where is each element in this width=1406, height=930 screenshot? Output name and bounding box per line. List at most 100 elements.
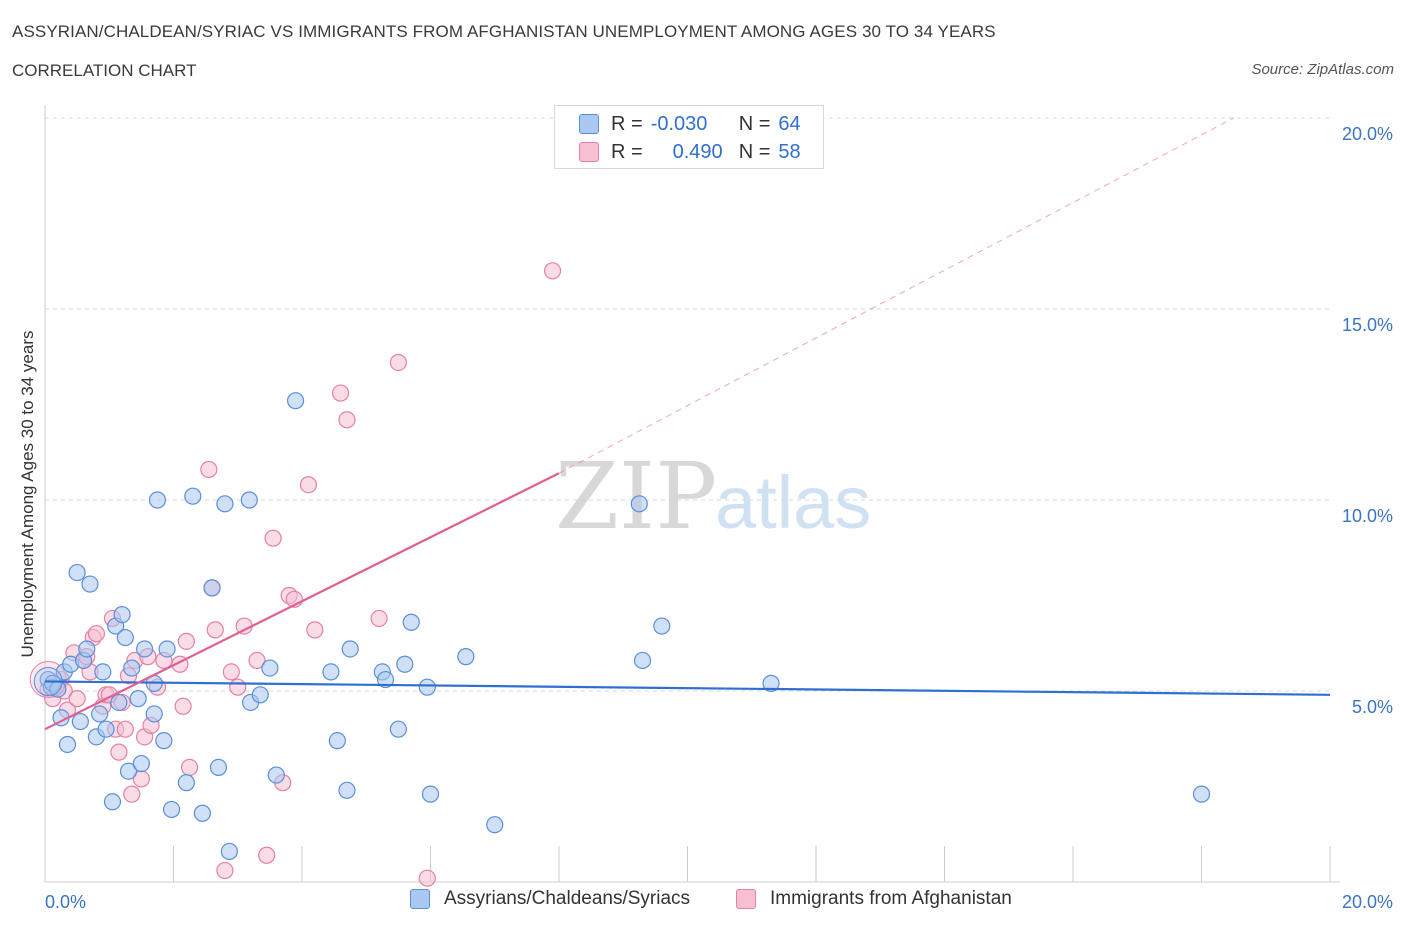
blue-point [71,712,89,731]
blue-point [653,617,671,635]
pink-point [338,411,356,429]
stats-row-pink: R = 0.490 N = 58 [579,140,801,164]
legend-item-afghanistan[interactable]: Immigrants from Afghanistan [736,888,1012,910]
blue-point [240,491,258,509]
n-label: N = [738,112,771,135]
blue-point [251,686,269,704]
blue-point [129,690,147,708]
n-value: 58 [778,140,801,163]
r-value: -0.030 [650,112,708,135]
blue-point [132,754,150,773]
r-label: R = [611,140,643,163]
chart-title: ASSYRIAN/CHALDEAN/SYRIAC VS IMMIGRANTS F… [12,22,996,41]
pink-point [123,785,141,803]
r-value: 0.490 [672,140,723,163]
pink-point [177,632,195,650]
legend-label: Immigrants from Afghanistan [770,888,1012,909]
pink-swatch-icon [579,142,599,162]
chart-subtitle: CORRELATION CHART [12,61,197,80]
legend-label: Assyrians/Chaldeans/Syriacs [444,888,691,909]
blue-point [148,491,167,509]
tick-labels: 5.0% 10.0% 15.0% 20.0% 0.0% 20.0% [45,124,1393,912]
pink-point [229,678,247,696]
pink-point [543,262,562,280]
blue-point [389,720,407,738]
blue-point [286,392,305,410]
x-tick-label: 20.0% [1342,892,1393,912]
watermark: ZIP atlas [555,443,871,550]
blue-point [633,651,652,670]
n-value: 64 [778,112,801,135]
blue-swatch-icon [410,889,430,909]
blue-point [341,640,359,658]
blue-points [33,392,1211,861]
pink-point [258,846,276,864]
gridlines [45,117,1330,692]
pink-point [370,609,388,628]
trendlines [44,117,1331,731]
pink-points [29,262,562,887]
blue-point [418,678,436,696]
blue-point [58,735,77,754]
pink-point [248,651,266,670]
y-tick-label: 15.0% [1342,315,1393,335]
blue-point [116,628,134,647]
blue-point [396,655,414,673]
blue-point [762,674,780,692]
pink-point [331,384,350,402]
blue-point [177,774,195,792]
blue-point [216,495,234,513]
pink-point [180,758,199,777]
pink-trendline-extension [558,117,1234,474]
blue-point [110,693,128,712]
blue-point [78,640,96,658]
stats-legend: R = -0.030 N = 64 R = 0.490 N = 58 [554,105,824,169]
blue-point [81,575,99,593]
legend-item-assyrians[interactable]: Assyrians/Chaldeans/Syriacs [410,888,690,910]
pink-point [306,621,324,639]
blue-point [486,816,504,834]
blue-point [103,793,122,811]
pink-point [200,460,218,479]
blue-point [402,613,420,631]
pink-point [299,476,318,494]
blue-point [220,842,238,861]
pink-point [264,529,282,547]
blue-point [162,800,181,819]
r-label: R = [611,112,643,135]
blue-point [155,732,173,750]
pink-point [110,743,128,761]
blue-point [193,804,212,822]
blue-point [267,766,285,784]
y-tick-label: 10.0% [1342,506,1393,526]
stats-row-blue: R = -0.030 N = 64 [579,112,801,136]
blue-point [338,781,356,799]
pink-point [389,353,407,372]
blue-point [203,579,221,597]
n-label: N = [738,140,771,163]
blue-swatch-icon [579,114,599,134]
pink-point [116,720,134,738]
blue-point [135,640,154,658]
y-tick-label: 20.0% [1342,124,1393,144]
blue-point [328,732,346,750]
y-axis-label: Unemployment Among Ages 30 to 34 years [18,330,37,658]
source-label: Source: ZipAtlas.com [1251,61,1394,78]
blue-point [209,758,228,777]
x-tick-label: 0.0% [45,892,86,912]
blue-point [457,648,475,666]
blue-point [322,663,340,681]
pink-point [418,869,436,887]
blue-point [145,705,163,723]
pink-point [222,663,240,681]
blue-point [123,659,141,677]
blue-point [261,659,279,677]
blue-point [91,705,109,723]
blue-point [113,605,131,624]
blue-point [68,563,86,582]
pink-trendline [44,472,560,731]
y-tick-label: 5.0% [1352,697,1393,717]
blue-trendline [44,680,1331,696]
watermark-atlas: atlas [715,461,871,544]
